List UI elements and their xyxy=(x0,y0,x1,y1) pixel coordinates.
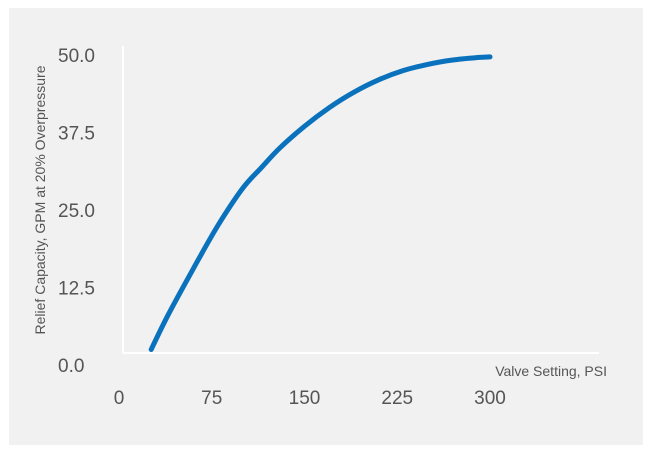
y-axis-title: Relief Capacity, GPM at 20% Overpressure xyxy=(32,65,48,334)
y-tick-label: 12.5 xyxy=(58,279,95,300)
chart-panel: 0.0 12.5 25.0 37.5 50.0 0 75 150 225 300 Valve Se… xyxy=(9,8,643,445)
x-tick-label: 0 xyxy=(114,388,125,409)
y-tick-label: 25.0 xyxy=(58,201,95,222)
series-line xyxy=(148,54,493,352)
x-tick-label: 300 xyxy=(474,388,506,409)
x-tick-label: 75 xyxy=(201,388,222,409)
y-tick-label: 0.0 xyxy=(58,356,84,377)
x-tick-label: 225 xyxy=(381,388,413,409)
line-chart: 0.0 12.5 25.0 37.5 50.0 0 75 150 225 300 Valve Se… xyxy=(32,46,607,409)
y-tick-label: 50.0 xyxy=(58,46,95,67)
y-tick-label: 37.5 xyxy=(58,124,95,145)
x-tick-label: 150 xyxy=(289,388,321,409)
x-axis-title: Valve Setting, PSI xyxy=(495,363,607,379)
